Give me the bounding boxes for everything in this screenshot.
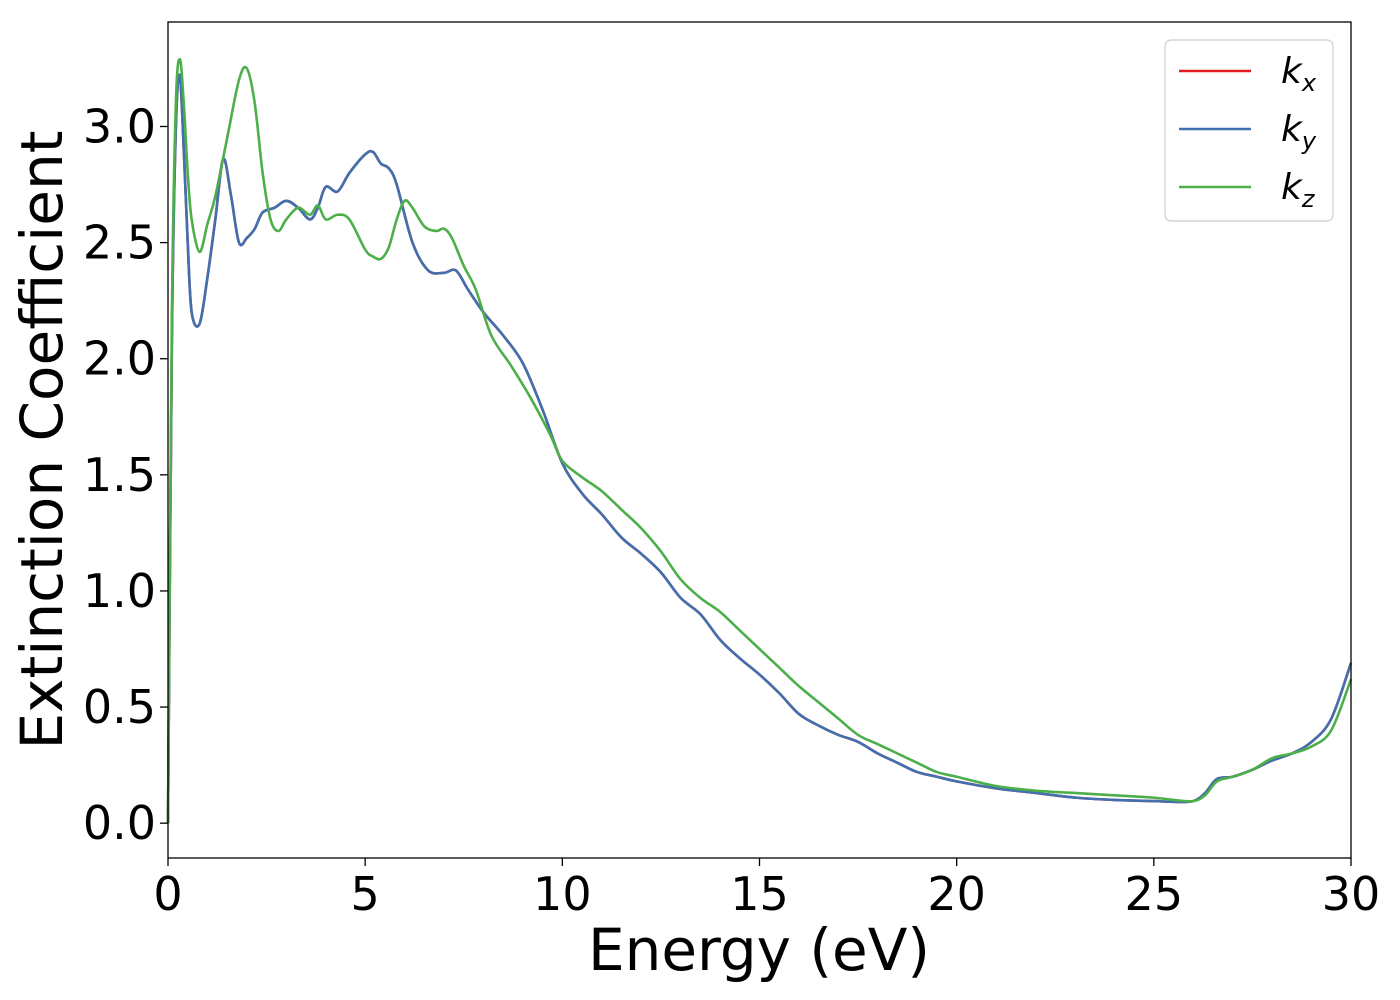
series-layer <box>166 57 1353 824</box>
x-tick-label: 25 <box>1125 867 1184 921</box>
legend-label-x: kx <box>1281 51 1317 97</box>
y-tick-label: 2.0 <box>83 332 156 386</box>
y-tick-label: 3.0 <box>83 100 156 154</box>
y-tick-label: 0.5 <box>83 680 156 734</box>
legend-label-y: ky <box>1281 109 1317 155</box>
x-axis-label: Energy (eV) <box>588 916 930 984</box>
x-tick-label: 10 <box>533 867 592 921</box>
x-tick-label: 20 <box>927 867 986 921</box>
legend-label-z: kz <box>1281 167 1316 213</box>
x-tick-label: 5 <box>351 867 380 921</box>
y-tick-label: 1.0 <box>83 564 156 618</box>
legend-box <box>1164 39 1334 222</box>
x-axis: 0 5 10 15 20 25 30 <box>153 858 1380 921</box>
y-tick-label: 0.0 <box>83 796 156 850</box>
x-tick-label: 30 <box>1322 867 1381 921</box>
x-tick-label: 15 <box>730 867 789 921</box>
series-line-z <box>166 57 1353 824</box>
y-tick-label: 1.5 <box>83 448 156 502</box>
legend: kx ky kz <box>1164 39 1334 222</box>
y-axis: 0.0 0.5 1.0 1.5 2.0 2.5 3.0 <box>83 100 168 850</box>
plot-area <box>168 22 1351 858</box>
y-tick-label: 2.5 <box>83 216 156 270</box>
y-axis-label: Extinction Coefficient <box>8 131 76 750</box>
x-tick-label: 0 <box>153 867 182 921</box>
